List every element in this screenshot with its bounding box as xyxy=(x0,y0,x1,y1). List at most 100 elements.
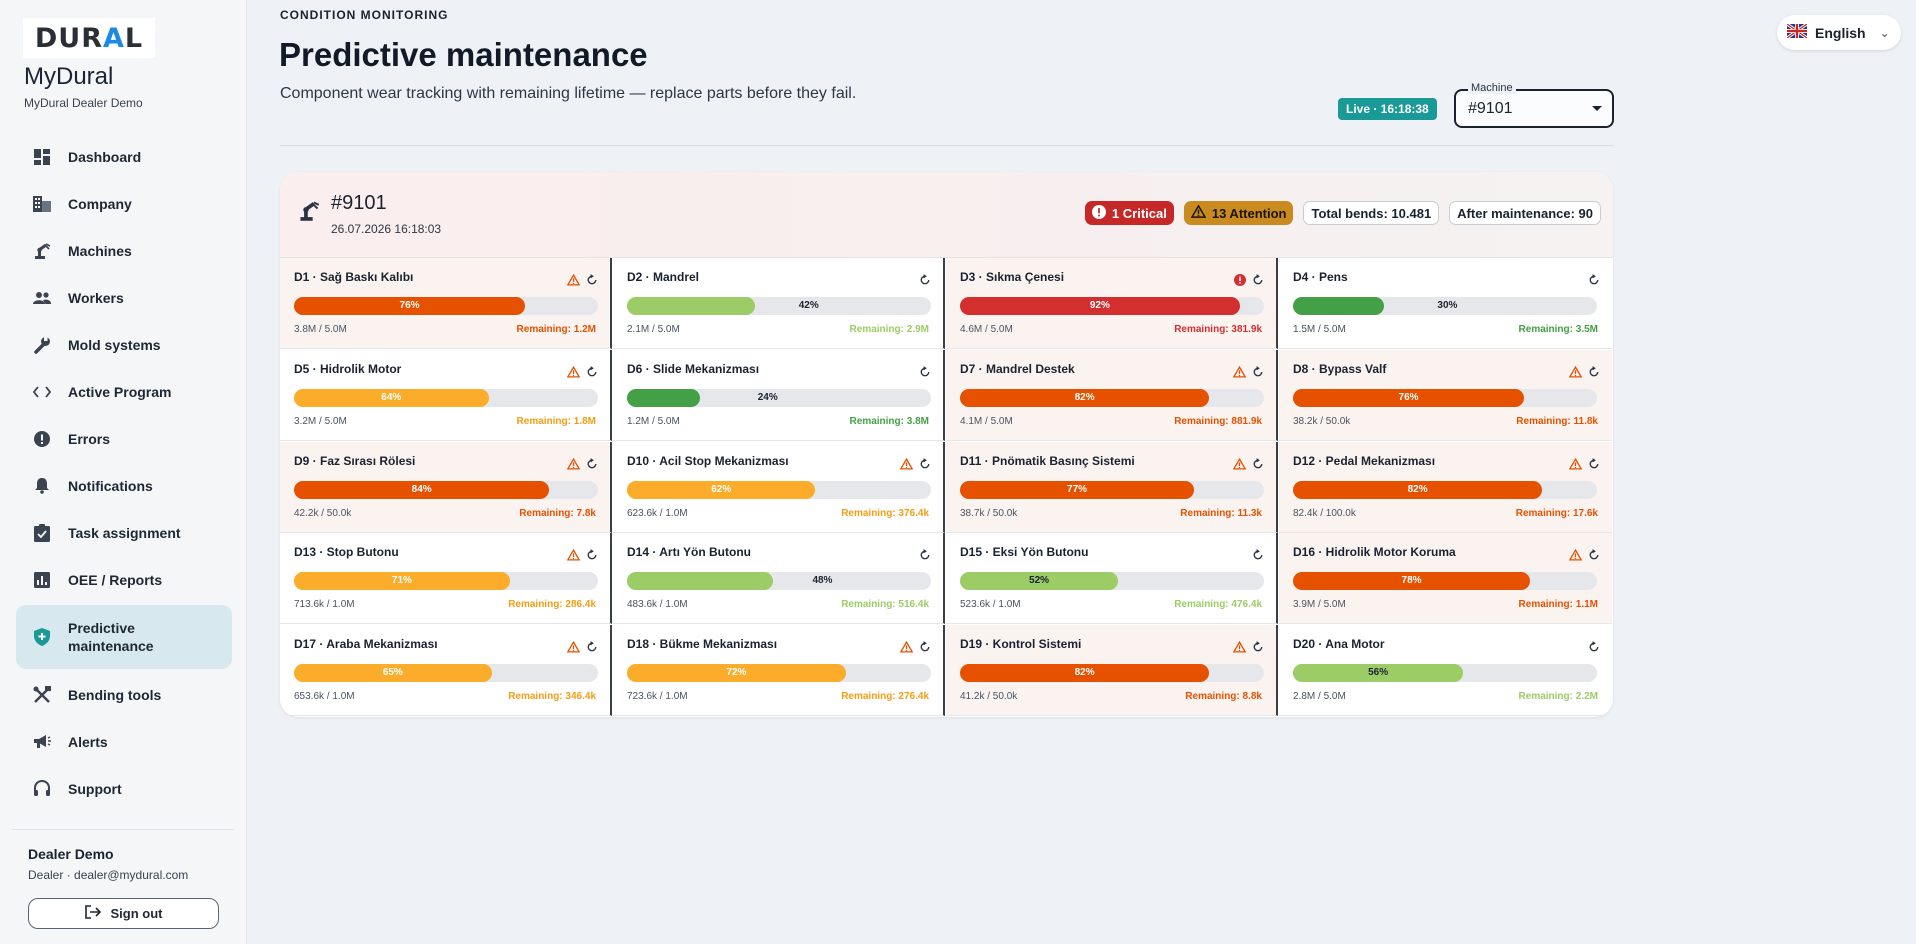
reset-icon[interactable] xyxy=(586,457,598,475)
reset-icon[interactable] xyxy=(1588,640,1600,658)
critical-label: 1 Critical xyxy=(1111,205,1167,221)
language-selector[interactable]: English ⌄ xyxy=(1777,15,1901,50)
reset-icon[interactable] xyxy=(1252,365,1264,383)
component-card[interactable]: D4 · Pens 30% 1.5M / 5.0M Remaining: 3.5M xyxy=(1279,258,1612,349)
sidebar-item-alerts[interactable]: Alerts xyxy=(16,718,232,765)
component-card[interactable]: D11 · Pnömatik Basınç Sistemi 77% 38.7k / … xyxy=(946,441,1278,533)
sign-out-icon xyxy=(84,905,101,922)
component-card[interactable]: D17 · Araba Mekanizması 65% 653.6k / 1.0M R… xyxy=(280,625,612,717)
wear-percent: 82% xyxy=(1074,391,1095,403)
component-usage: 41.2k / 50.0k xyxy=(960,691,1018,703)
component-card[interactable]: D7 · Mandrel Destek 82% 4.1M / 5.0M Remaini… xyxy=(946,349,1278,441)
reset-icon[interactable] xyxy=(1588,548,1600,566)
wear-progress-bar: 78% xyxy=(1293,572,1597,591)
warning-icon xyxy=(1232,457,1247,475)
component-card[interactable]: D16 · Hidrolik Motor Koruma 78% 3.9M / 5.0… xyxy=(1279,533,1612,625)
sidebar-item-label: Active Program xyxy=(68,383,172,400)
reset-icon[interactable] xyxy=(586,273,598,291)
component-card[interactable]: D6 · Slide Mekanizması 24% 1.2M / 5.0M Rema… xyxy=(613,349,945,441)
component-usage: 42.2k / 50.0k xyxy=(294,507,352,519)
reset-icon[interactable] xyxy=(919,365,931,383)
component-remaining: Remaining: 2.9M xyxy=(849,324,929,335)
dural-logo[interactable]: DURAL xyxy=(23,18,155,58)
warning-icon xyxy=(899,457,914,475)
component-card[interactable]: D8 · Bypass Valf 76% 38.2k / 50.0k Remainin… xyxy=(1279,349,1612,441)
reset-icon[interactable] xyxy=(1588,457,1600,475)
logo-text: DURAL xyxy=(34,22,144,54)
sidebar-item-bending-tools[interactable]: Bending tools xyxy=(16,671,232,718)
sidebar-item-oee-reports[interactable]: OEE / Reports xyxy=(16,556,232,603)
component-title: D20 · Ana Motor xyxy=(1293,637,1385,652)
component-card[interactable]: D12 · Pedal Mekanizması 82% 82.4k / 100.0k… xyxy=(1279,441,1612,533)
sidebar-item-errors[interactable]: Errors xyxy=(16,415,232,462)
component-card[interactable]: D3 · Sıkma Çenesi 92% 4.6M / 5.0M Remaining… xyxy=(946,258,1278,349)
wear-percent: 82% xyxy=(1407,483,1428,495)
wear-progress-bar: 56% xyxy=(1293,664,1597,683)
component-remaining: Remaining: 11.3k xyxy=(1180,507,1262,519)
sidebar-item-active-program[interactable]: Active Program xyxy=(16,368,232,415)
component-card[interactable]: D2 · Mandrel 42% 2.1M / 5.0M Remaining: 2.9… xyxy=(613,258,945,349)
component-remaining: Remaining: 476.4k xyxy=(1174,599,1262,611)
reset-icon[interactable] xyxy=(586,548,598,566)
component-actions xyxy=(1568,548,1600,566)
component-card[interactable]: D10 · Acil Stop Mekanizması 62% 623.6k / 1… xyxy=(613,441,945,533)
attention-badge[interactable]: 13 Attention xyxy=(1183,201,1294,225)
sidebar-item-machines[interactable]: Machines xyxy=(16,227,232,274)
warning-icon xyxy=(1232,640,1247,658)
wear-progress-fill xyxy=(294,572,510,591)
component-usage: 3.2M / 5.0M xyxy=(294,415,347,427)
component-actions xyxy=(899,640,931,658)
user-name: Dealer Demo xyxy=(28,846,114,862)
machine-timestamp: 26.07.2026 16:18:03 xyxy=(331,222,442,236)
sidebar-item-notifications[interactable]: Notifications xyxy=(16,462,232,509)
component-title: D19 · Kontrol Sistemi xyxy=(960,637,1082,652)
reset-icon[interactable] xyxy=(1252,273,1264,291)
sidebar-item-support[interactable]: Support xyxy=(16,765,232,812)
machine-select[interactable]: Machine #9101 xyxy=(1454,82,1614,128)
sidebar-item-company[interactable]: Company xyxy=(16,180,232,227)
component-usage: 523.6k / 1.0M xyxy=(960,599,1021,611)
sidebar-item-label: Workers xyxy=(68,289,124,306)
sidebar-item-mold-systems[interactable]: Mold systems xyxy=(16,321,232,368)
sidebar-divider xyxy=(12,829,234,830)
reset-icon[interactable] xyxy=(586,365,598,383)
component-card[interactable]: D15 · Eksi Yön Butonu 52% 523.6k / 1.0M Rem… xyxy=(946,533,1278,625)
sidebar-item-task-assignment[interactable]: Task assignment xyxy=(16,509,232,556)
component-card[interactable]: D13 · Stop Butonu 71% 713.6k / 1.0M Remaini… xyxy=(280,533,612,625)
sign-out-button[interactable]: Sign out xyxy=(28,898,219,929)
sidebar-item-dashboard[interactable]: Dashboard xyxy=(16,133,232,180)
reset-icon[interactable] xyxy=(919,273,931,291)
reset-icon[interactable] xyxy=(1588,365,1600,383)
component-card[interactable]: D14 · Artı Yön Butonu 48% 483.6k / 1.0M Rem… xyxy=(613,533,945,625)
wear-percent: 77% xyxy=(1067,483,1088,495)
component-card[interactable]: D18 · Bükme Mekanizması 72% 723.6k / 1.0M R… xyxy=(613,625,945,717)
dropdown-arrow-icon xyxy=(1592,106,1602,111)
machine-card: #9101 26.07.2026 16:18:03 1 Critical 13 … xyxy=(280,172,1613,717)
component-card[interactable]: D9 · Faz Sırası Rölesi 84% 42.2k / 50.0k Re… xyxy=(280,441,612,533)
sidebar-item-predictive-maintenance[interactable]: Predictive maintenance xyxy=(16,605,232,669)
component-usage: 713.6k / 1.0M xyxy=(294,599,355,611)
reset-icon[interactable] xyxy=(919,457,931,475)
component-remaining: Remaining: 17.6k xyxy=(1515,507,1598,519)
component-card[interactable]: D5 · Hidrolik Motor 64% 3.2M / 5.0M Remaini… xyxy=(280,349,612,441)
sidebar-item-workers[interactable]: Workers xyxy=(16,274,232,321)
component-actions xyxy=(1234,273,1264,291)
warning-icon xyxy=(566,457,581,475)
reset-icon[interactable] xyxy=(1252,457,1264,475)
reset-icon[interactable] xyxy=(919,640,931,658)
component-card[interactable]: D19 · Kontrol Sistemi 82% 41.2k / 50.0k Rem… xyxy=(946,625,1278,717)
wear-percent: 48% xyxy=(812,575,833,587)
component-card[interactable]: D20 · Ana Motor 56% 2.8M / 5.0M Remaining: … xyxy=(1279,625,1612,717)
reset-icon[interactable] xyxy=(1588,273,1600,291)
wear-percent: 78% xyxy=(1401,575,1422,587)
reset-icon[interactable] xyxy=(586,640,598,658)
critical-badge[interactable]: 1 Critical xyxy=(1084,201,1174,225)
wear-progress-bar: 48% xyxy=(627,572,931,591)
component-card[interactable]: D1 · Sağ Baskı Kalıbı 76% 3.8M / 5.0M Remai… xyxy=(280,258,612,349)
shield-icon xyxy=(32,627,52,647)
user-email: Dealer · dealer@mydural.com xyxy=(28,868,189,882)
reset-icon[interactable] xyxy=(1252,548,1264,566)
component-remaining: Remaining: 516.4k xyxy=(841,599,929,611)
reset-icon[interactable] xyxy=(919,548,931,566)
reset-icon[interactable] xyxy=(1252,640,1264,658)
